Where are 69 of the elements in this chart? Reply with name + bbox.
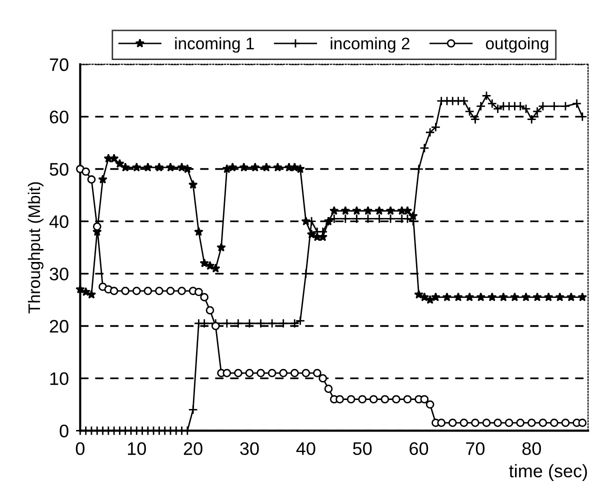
point — [550, 418, 558, 427]
point — [392, 395, 400, 404]
point — [482, 418, 491, 427]
point — [516, 418, 525, 427]
legend-label: incoming 2 — [330, 37, 410, 53]
point — [121, 286, 130, 296]
point — [144, 286, 152, 296]
point — [302, 368, 310, 378]
point — [268, 368, 276, 378]
x-tick-label: 30 — [240, 442, 259, 456]
point — [132, 286, 141, 296]
x-tick-label: 50 — [353, 442, 372, 456]
y-tick-label: 30 — [50, 268, 68, 280]
x-tick-label: 20 — [184, 442, 202, 456]
point — [155, 286, 164, 296]
point — [437, 418, 446, 427]
point — [358, 395, 367, 404]
point — [448, 418, 457, 427]
legend-label: incoming 1 — [175, 37, 254, 53]
point — [380, 395, 390, 404]
point — [527, 418, 536, 427]
x-tick-label: 70 — [466, 442, 485, 456]
x-tick-label: 60 — [410, 442, 428, 456]
point — [206, 306, 214, 314]
y-tick-label: 40 — [49, 215, 68, 228]
point — [504, 418, 514, 427]
point — [290, 368, 299, 378]
point — [200, 293, 209, 302]
x-tick-label: 10 — [128, 442, 146, 456]
point — [403, 395, 412, 404]
point — [426, 400, 434, 409]
point — [256, 368, 265, 378]
y-tick-label: 70 — [50, 58, 68, 72]
point — [87, 175, 96, 184]
point — [279, 368, 288, 378]
point — [336, 395, 344, 404]
point — [460, 418, 468, 427]
x-tick-label: 40 — [296, 442, 316, 456]
point — [194, 288, 203, 296]
point — [166, 286, 175, 296]
x-tick-label: 0 — [76, 442, 85, 456]
point — [92, 222, 102, 231]
point — [494, 418, 502, 427]
y-tick-label: 60 — [50, 110, 68, 124]
y-tick-label: 0 — [60, 424, 68, 438]
point — [561, 418, 570, 427]
point — [369, 395, 378, 404]
y-axis-title: Throughput (Mbit) — [28, 182, 44, 314]
point — [82, 167, 90, 176]
point — [318, 374, 328, 382]
point — [245, 368, 254, 378]
point — [578, 418, 587, 427]
y-tick-label: 50 — [50, 162, 68, 176]
point — [471, 418, 480, 427]
point — [110, 286, 118, 296]
point — [420, 395, 429, 404]
legend-label: outgoing — [486, 37, 548, 53]
point — [178, 286, 186, 296]
y-tick-label: 20 — [50, 320, 68, 333]
x-axis-title: time (sec) — [509, 464, 587, 481]
point — [538, 418, 548, 427]
point — [211, 322, 220, 330]
point — [324, 384, 333, 393]
y-tick-label: 10 — [50, 372, 68, 386]
point — [234, 368, 242, 378]
point — [222, 368, 232, 378]
x-tick-label: 80 — [522, 442, 541, 456]
point — [313, 368, 322, 378]
point — [346, 395, 356, 404]
